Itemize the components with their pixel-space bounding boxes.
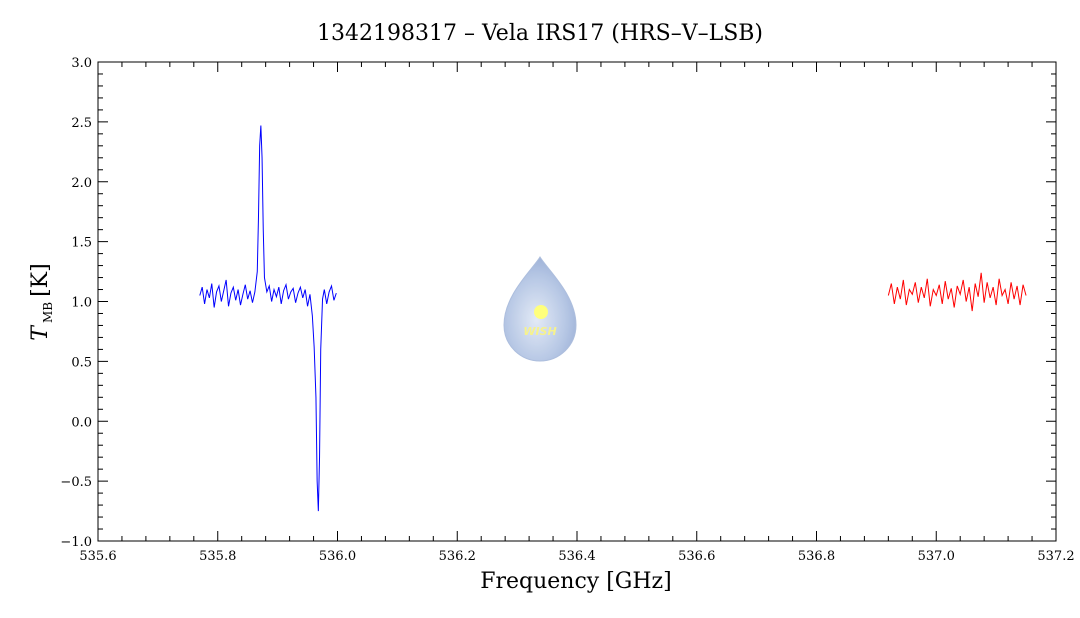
x-tick-label: 536.6 [678,549,715,564]
spectrum-line [199,125,337,512]
y-tick-label: −1.0 [60,535,92,550]
logo-text: WISH [523,325,556,338]
y-tick-label: 3.0 [71,56,92,71]
x-tick-label: 535.8 [199,549,236,564]
y-label-unit: [K] [28,263,53,297]
logo-star [534,305,548,319]
y-axis-label-text: TMB [K] [28,263,55,340]
x-tick-label: 536.8 [798,549,835,564]
y-tick-label: 0.0 [71,415,92,430]
y-label-sub: MB [41,302,55,323]
y-label-symbol: T [28,324,53,341]
y-tick-label: 2.5 [71,116,92,131]
x-axis-label: Frequency [GHz] [480,569,672,594]
spectrum-line [887,272,1027,312]
y-axis-label: TMB [K] [28,263,55,340]
x-tick-label: 536.2 [439,549,476,564]
y-tick-label: 0.5 [71,355,92,370]
y-tick-label: 1.5 [71,236,92,251]
x-tick-label: 536.0 [319,549,356,564]
x-tick-label: 536.4 [558,549,595,564]
x-tick-label: 535.6 [79,549,116,564]
x-tick-label: 537.2 [1037,549,1074,564]
y-tick-label: −0.5 [60,475,92,490]
x-tick-label: 537.0 [918,549,955,564]
chart-title: 1342198317 – Vela IRS17 (HRS–V–LSB) [317,21,763,46]
y-tick-label: 2.0 [71,176,92,191]
logo: WISH [503,256,577,362]
y-tick-label: 1.0 [71,296,92,311]
